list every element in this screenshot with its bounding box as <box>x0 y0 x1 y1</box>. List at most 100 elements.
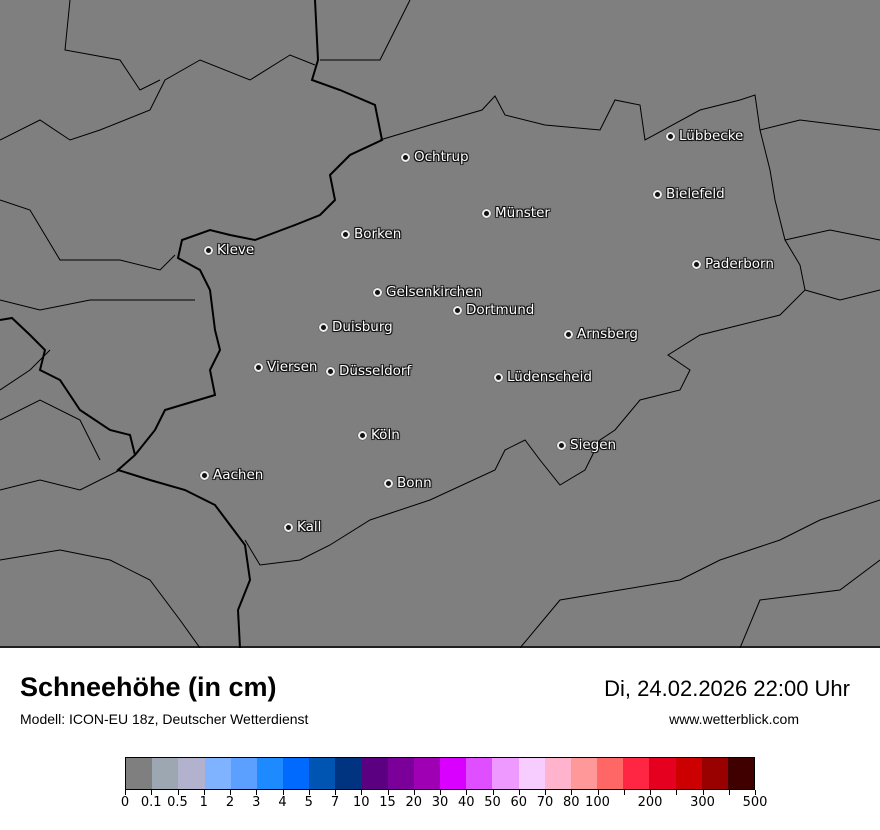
city-dot-icon <box>401 152 410 162</box>
city-dot-icon <box>200 470 209 480</box>
city-dot-icon <box>557 440 566 450</box>
legend-tick-label: 1 <box>199 795 208 810</box>
legend-tick <box>361 790 363 795</box>
legend-swatch <box>727 758 755 789</box>
legend-ticks: 0 0.1 0.5 1 2 3 4 5 7 10 15 20 30 40 50 60 70 80 100 200 300… <box>121 790 767 820</box>
city-marker: Kleve <box>204 242 254 258</box>
city-label: Lüdenscheid <box>507 369 592 385</box>
legend-swatch <box>230 758 257 789</box>
city-marker: Dortmund <box>453 302 534 318</box>
city-dot-icon <box>653 189 662 199</box>
legend-swatch <box>256 758 284 789</box>
legend-tick <box>597 790 599 795</box>
legend-tick <box>545 790 546 795</box>
city-dot-icon <box>564 329 573 339</box>
legend-swatch <box>701 758 728 789</box>
legend-swatch <box>309 758 336 789</box>
city-label: Arnsberg <box>577 326 638 342</box>
city-dot-icon <box>692 259 701 269</box>
city-label: Kall <box>297 519 322 535</box>
city-dot-icon <box>319 322 328 332</box>
legend-tick-label: 100 <box>585 795 610 810</box>
city-label: Münster <box>495 205 550 221</box>
city-label: Bonn <box>397 475 432 491</box>
legend-tick <box>282 790 284 795</box>
legend-tick <box>151 790 153 795</box>
city-marker: Arnsberg <box>564 326 638 342</box>
city-marker: Bielefeld <box>653 186 725 202</box>
city-marker: Bonn <box>384 475 432 491</box>
city-label: Siegen <box>570 437 617 453</box>
legend-swatch <box>361 758 388 789</box>
city-dot-icon <box>204 245 213 255</box>
legend-tick <box>728 790 730 795</box>
legend-tick <box>335 790 336 795</box>
city-label: Viersen <box>267 359 318 375</box>
legend-swatch <box>544 758 571 789</box>
city-marker: Paderborn <box>692 256 774 272</box>
legend-tick <box>623 790 625 795</box>
legend-swatch <box>335 758 362 789</box>
legend-tick-label: 40 <box>457 795 475 810</box>
city-marker: Ochtrup <box>401 149 469 165</box>
legend-swatch <box>178 758 205 789</box>
website-link[interactable]: www.wetterblick.com <box>669 711 799 727</box>
city-marker: Kall <box>284 519 321 535</box>
model-info: Modell: ICON-EU 18z, Deutscher Wetterdie… <box>20 711 309 727</box>
city-label: Kleve <box>217 242 255 258</box>
legend-tick-label: 0 <box>120 795 130 810</box>
state-border <box>244 94 806 566</box>
legend-swatch <box>623 758 650 789</box>
legend-tick <box>125 790 126 795</box>
city-label: Duisburg <box>332 319 393 335</box>
map <box>0 0 880 648</box>
city-marker: Gelsenkirchen <box>373 284 482 300</box>
city-dot-icon <box>453 305 462 315</box>
city-label: Gelsenkirchen <box>386 284 483 300</box>
city-dot-icon <box>666 131 675 141</box>
legend-tick-label: 2 <box>225 795 235 810</box>
city-label: Dortmund <box>466 302 535 318</box>
legend-tick <box>518 790 520 795</box>
legend-swatch <box>387 758 414 789</box>
legend-tick-label: 70 <box>536 795 554 810</box>
legend-tick-label: 500 <box>742 795 768 810</box>
city-dot-icon <box>284 522 293 532</box>
city-label: Düsseldorf <box>339 363 412 379</box>
city-dot-icon <box>384 478 393 488</box>
legend-tick-label: 5 <box>304 795 313 810</box>
legend-swatch <box>597 758 624 789</box>
city-dot-icon <box>341 229 350 239</box>
legend-tick <box>702 790 704 795</box>
legend-tick <box>203 790 205 795</box>
city-dot-icon <box>326 366 335 376</box>
city-label: Borken <box>354 226 402 242</box>
legend-swatch <box>283 758 310 789</box>
legend-tick-label: 300 <box>690 795 715 810</box>
city-dot-icon <box>482 208 491 218</box>
legend-tick-label: 20 <box>405 795 423 810</box>
legend-tick <box>308 790 310 795</box>
region-border <box>0 0 880 648</box>
city-marker: Lüdenscheid <box>494 369 592 385</box>
legend-tick-label: 0.1 <box>140 795 162 810</box>
legend-tick-label: 80 <box>562 795 580 810</box>
legend-tick <box>387 790 389 795</box>
city-label: Köln <box>371 427 400 443</box>
legend-tick <box>492 790 494 795</box>
legend-tick <box>755 790 756 795</box>
legend-swatch <box>204 758 231 789</box>
legend-tick <box>230 790 231 795</box>
city-marker: Münster <box>482 205 550 221</box>
legend-swatch <box>492 758 519 789</box>
map-title: Schneehöhe (in cm) <box>20 672 277 702</box>
legend-swatch <box>126 758 153 789</box>
legend-tick-label: 4 <box>278 795 287 810</box>
legend-tick-label: 15 <box>379 795 396 810</box>
legend-tick-label: 200 <box>637 795 663 810</box>
city-dot-icon <box>254 362 263 372</box>
legend-swatch <box>675 758 702 789</box>
city-marker: Düsseldorf <box>326 363 411 379</box>
legend-swatch <box>466 758 493 789</box>
city-label: Aachen <box>213 467 264 483</box>
